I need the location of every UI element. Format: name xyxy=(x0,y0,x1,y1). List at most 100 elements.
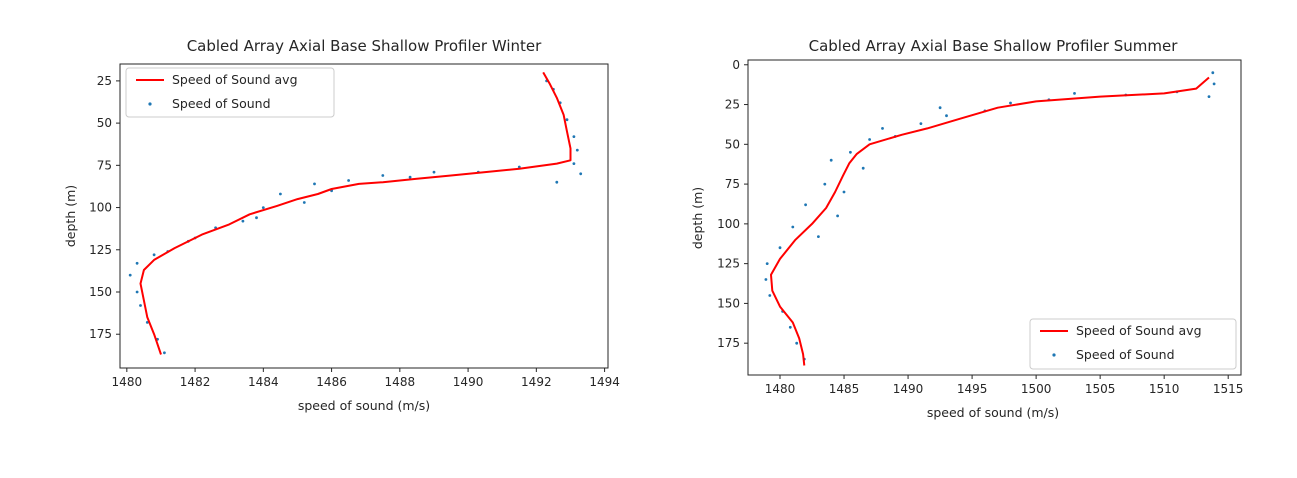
x-tick-label: 1494 xyxy=(589,375,620,389)
scatter-point xyxy=(817,235,820,239)
scatter-point xyxy=(823,182,827,186)
x-tick-label: 1482 xyxy=(180,375,211,389)
legend-box xyxy=(125,67,335,118)
scatter-point xyxy=(572,162,576,166)
scatter-point xyxy=(1073,92,1076,95)
y-tick-label: 175 xyxy=(89,327,112,341)
y-tick-label: 75 xyxy=(725,177,740,191)
y-tick-label: 125 xyxy=(717,257,740,271)
scatter-point xyxy=(836,214,839,218)
scatter-point xyxy=(572,135,576,139)
y-tick-label: 125 xyxy=(89,243,112,257)
scatter-point xyxy=(849,150,852,154)
x-tick-label: 1510 xyxy=(1149,382,1180,396)
scatter-point xyxy=(313,182,316,186)
y-tick-label: 150 xyxy=(717,296,740,310)
chart-title: Cabled Array Axial Base Shallow Profiler… xyxy=(809,37,1179,55)
legend-dot-swatch xyxy=(1052,353,1056,357)
scatter-point xyxy=(945,114,948,118)
y-tick-label: 25 xyxy=(725,98,740,112)
scatter-point xyxy=(279,192,282,196)
x-tick-label: 1515 xyxy=(1213,382,1244,396)
chart-title: Cabled Array Axial Base Shallow Profiler… xyxy=(187,37,542,55)
y-axis-label: depth (m) xyxy=(690,187,705,249)
x-tick-label: 1480 xyxy=(112,375,143,389)
scatter-point xyxy=(555,180,559,184)
scatter-point xyxy=(764,278,768,281)
axis-ticks: 1480 1482 1484 1486 1488 1490 1492 1494 25 50 75 10… xyxy=(89,74,620,389)
plot-winter: Cabled Array Axial Base Shallow Profiler… xyxy=(63,37,620,413)
avg-line xyxy=(139,71,572,355)
y-tick-label: 100 xyxy=(89,201,112,215)
x-tick-label: 1486 xyxy=(316,375,347,389)
legend-dot-swatch xyxy=(148,102,152,106)
y-tick-label: 175 xyxy=(717,336,740,350)
scatter-point xyxy=(791,225,795,229)
legend-label-points: Speed of Sound xyxy=(1076,347,1175,362)
scatter-point xyxy=(1009,101,1012,105)
scatter-point xyxy=(881,126,884,130)
axis-ticks: 1480 1485 1490 1495 1500 1505 1510 1515 0 25 50 75 1… xyxy=(717,58,1243,396)
legend-label-avg: Speed of Sound avg xyxy=(172,72,298,87)
y-axis-label: depth (m) xyxy=(63,185,78,247)
scatter-point xyxy=(135,261,139,265)
x-tick-label: 1492 xyxy=(521,375,552,389)
scatter-point xyxy=(795,341,799,345)
scatter-point xyxy=(829,158,833,162)
y-tick-label: 50 xyxy=(97,116,112,130)
scatter-point xyxy=(575,148,579,152)
scatter-point xyxy=(255,216,258,220)
scatter-point xyxy=(765,262,769,265)
y-tick-label: 0 xyxy=(732,58,740,72)
y-tick-label: 150 xyxy=(89,285,112,299)
x-axis-label: speed of sound (m/s) xyxy=(927,405,1059,420)
y-tick-label: 50 xyxy=(725,137,740,151)
plot-frame xyxy=(747,59,1242,376)
y-tick-label: 25 xyxy=(97,74,112,88)
avg-line xyxy=(770,76,1210,366)
legend-box xyxy=(1029,318,1237,370)
scatter-point xyxy=(565,118,569,122)
scatter-point xyxy=(347,179,350,182)
legend: Speed of Sound avg Speed of Sound xyxy=(125,67,335,118)
x-axis-label: speed of sound (m/s) xyxy=(298,398,430,413)
x-tick-label: 1485 xyxy=(829,382,860,396)
data-marks xyxy=(764,71,1216,366)
x-tick-label: 1480 xyxy=(765,382,796,396)
legend-label-points: Speed of Sound xyxy=(172,96,271,111)
x-tick-label: 1505 xyxy=(1085,382,1116,396)
legend-label-avg: Speed of Sound avg xyxy=(1076,323,1202,338)
scatter-point xyxy=(778,246,782,250)
legend: Speed of Sound avg Speed of Sound xyxy=(1029,318,1237,370)
scatter-point xyxy=(1207,95,1211,98)
plot-summer: Cabled Array Axial Base Shallow Profiler… xyxy=(690,37,1243,420)
y-tick-label: 75 xyxy=(97,158,112,172)
x-tick-label: 1490 xyxy=(453,375,484,389)
scatter-point xyxy=(163,351,166,355)
scatter-point xyxy=(302,201,306,204)
scatter-point xyxy=(919,122,923,125)
scatter-point xyxy=(1211,71,1215,75)
x-tick-label: 1500 xyxy=(1021,382,1052,396)
scatter-point xyxy=(804,203,807,207)
scatter-point xyxy=(408,175,412,179)
x-tick-label: 1488 xyxy=(385,375,416,389)
scatter-point xyxy=(135,290,139,294)
scatter-point xyxy=(938,106,942,110)
scatter-point xyxy=(579,172,583,176)
scatter-point xyxy=(861,166,865,170)
scatter-point xyxy=(381,174,385,177)
scatter-point xyxy=(241,219,245,223)
scatter-point xyxy=(432,170,436,174)
scatter-point xyxy=(868,138,871,141)
y-tick-label: 100 xyxy=(717,217,740,231)
scatter-point xyxy=(128,273,132,277)
data-marks xyxy=(128,71,583,355)
scatter-point xyxy=(139,304,142,307)
scatter-point xyxy=(152,253,156,257)
scatter-point xyxy=(1212,82,1216,86)
scatter-point xyxy=(788,325,792,329)
scatter-point xyxy=(768,294,772,297)
